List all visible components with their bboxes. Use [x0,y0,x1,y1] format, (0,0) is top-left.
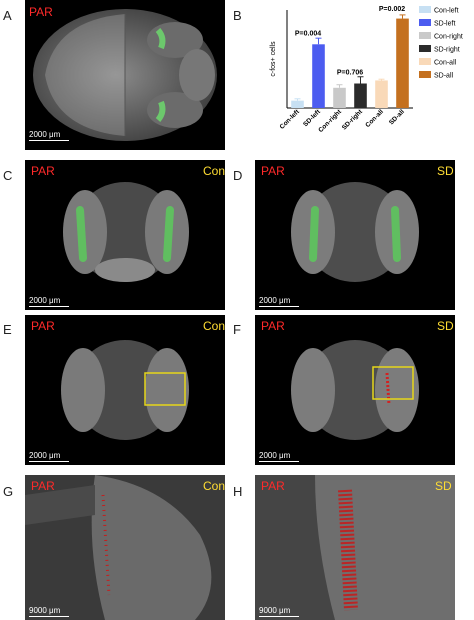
bar-con-all [375,80,388,108]
group-label: SD [437,164,454,178]
scale-label: 9000 μm [29,606,61,615]
panel-letter-d: D [233,168,243,183]
scale-bar [259,306,299,307]
group-label: Con [203,164,225,178]
scale-label: 2000 μm [29,296,61,305]
panel-f-coronal-sd-boxed: PAR SD 2000 μm [255,315,455,465]
region-label: PAR [31,479,55,493]
bar-con-left [291,100,304,108]
panel-c-coronal-con: PAR Con 2000 μm [25,160,225,310]
tick-label: SD-left [302,108,322,128]
bar-sd-right [354,83,367,108]
tick-label: SD-all [388,108,406,126]
group-label: SD [437,319,454,333]
tick-label: Con-all [364,108,385,129]
legend-entry: Con-all [434,60,457,67]
legend-swatch [419,32,431,39]
zoom-box [144,372,186,406]
panel-letter-b: B [233,8,242,23]
scale-label: 2000 μm [259,451,291,460]
scale-label: 2000 μm [29,130,61,139]
panel-a-brain-top-view: PAR 2000 μm [25,0,225,150]
region-label: PAR [29,5,53,19]
legend-entry: SD-left [434,21,455,28]
scale-label: 9000 μm [259,606,291,615]
scale-bar [29,140,69,141]
region-label: PAR [31,319,55,333]
p-value-annotation: P=0.002 [379,6,405,13]
scale-bar [29,306,69,307]
legend-entry: SD-all [434,73,454,80]
zoom-image [255,475,455,620]
brain-top-view-image [33,9,217,141]
coronal-section-image [63,182,189,282]
panel-letter-a: A [3,8,12,23]
panel-letter-e: E [3,322,12,337]
panel-letter-c: C [3,168,13,183]
bar-con-right [333,87,346,108]
region-label: PAR [261,319,285,333]
legend-entry: Con-right [434,34,463,41]
y-axis-label: c-fos+ cells [270,41,277,77]
scale-bar [259,461,299,462]
panel-letter-h: H [233,484,243,499]
legend-swatch [419,58,431,65]
region-label: PAR [261,479,285,493]
legend-entry: SD-right [434,47,460,54]
tick-label: SD-right [341,108,365,132]
p-value-annotation: P=0.706 [337,69,363,76]
region-label: PAR [31,164,55,178]
chart-legend: Con-left SD-left Con-right SD-right Con-all S… [419,6,463,80]
legend-swatch [419,71,431,78]
zoom-box [372,366,414,400]
bar-sd-all [396,18,409,109]
group-label: Con [203,319,225,333]
legend-entry: Con-left [434,8,459,15]
coronal-section-image [61,340,189,440]
chart-bars: P=0.004 P=0.706 P=0.002 [291,6,409,109]
tick-label: Con-left [279,108,302,131]
legend-swatch [419,19,431,26]
tick-label: Con-right [317,108,343,134]
panel-g-zoom-con: PAR Con 9000 μm [25,475,225,620]
p-value-annotation: P=0.004 [295,31,321,38]
scale-bar [29,461,69,462]
scale-label: 2000 μm [29,451,61,460]
coronal-section-image [291,340,419,440]
panel-h-zoom-sd: PAR SD 9000 μm [255,475,455,620]
bar-sd-left [312,44,325,108]
region-label: PAR [261,164,285,178]
legend-swatch [419,45,431,52]
panel-letter-g: G [3,484,14,499]
panel-letter-f: F [233,322,241,337]
scale-label: 2000 μm [259,296,291,305]
coronal-section-image [291,182,419,282]
group-label: SD [435,479,452,493]
scale-bar [259,616,299,617]
group-label: Con [203,479,225,493]
legend-swatch [419,6,431,13]
scale-bar [29,616,69,617]
panel-d-coronal-sd: PAR SD 2000 μm [255,160,455,310]
panel-e-coronal-con-boxed: PAR Con 2000 μm [25,315,225,465]
zoom-image [25,475,225,620]
